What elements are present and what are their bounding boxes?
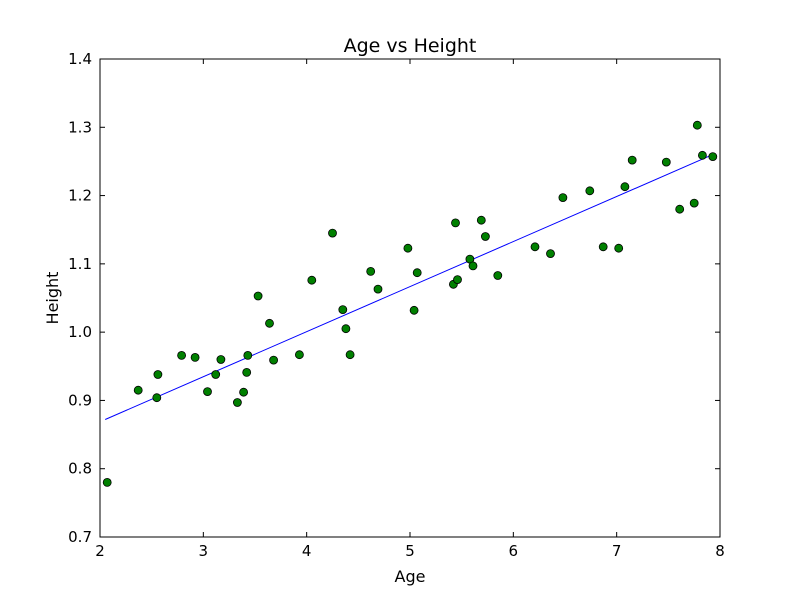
- x-axis-title: Age: [395, 567, 426, 586]
- data-point: [239, 387, 249, 397]
- y-tick-label: 0.9: [68, 391, 92, 409]
- y-tick-label: 1.4: [68, 50, 92, 68]
- data-point: [338, 305, 348, 315]
- data-point: [366, 266, 376, 276]
- data-point: [152, 393, 162, 403]
- data-point: [403, 243, 413, 253]
- x-tick-label: 6: [509, 542, 519, 560]
- data-point: [153, 370, 163, 379]
- data-point: [468, 261, 478, 271]
- data-point: [480, 232, 490, 241]
- data-point: [453, 275, 462, 285]
- y-tick-label: 0.7: [68, 528, 92, 546]
- data-point: [558, 193, 568, 203]
- data-point: [232, 398, 242, 407]
- y-tick-label: 1.0: [68, 323, 92, 341]
- data-point: [409, 305, 419, 315]
- data-point: [269, 355, 279, 365]
- data-point: [211, 370, 221, 379]
- x-tick-label: 2: [95, 542, 105, 560]
- x-tick-label: 7: [612, 542, 622, 560]
- data-point: [530, 242, 540, 252]
- data-point: [243, 350, 253, 360]
- data-point: [177, 350, 187, 360]
- fit-line: [105, 154, 713, 420]
- data-point: [190, 352, 200, 362]
- data-point: [102, 477, 112, 487]
- y-axis-title: Height: [43, 272, 62, 325]
- y-tick-label: 1.3: [68, 118, 92, 136]
- data-point: [203, 387, 212, 397]
- x-axis: 2 3 4 5 6 7 8: [95, 59, 725, 560]
- data-point: [341, 324, 351, 334]
- data-point: [253, 291, 263, 301]
- data-point: [294, 350, 304, 360]
- data-point: [675, 204, 685, 214]
- data-point: [451, 218, 460, 228]
- data-point: [585, 186, 595, 196]
- data-point: [708, 152, 718, 162]
- data-point: [614, 243, 624, 253]
- data-point: [598, 242, 608, 252]
- data-point: [133, 385, 143, 395]
- data-point: [265, 318, 274, 328]
- y-axis: 0.7 0.8 0.9 1.0 1.1 1.2 1.3 1.4: [68, 50, 720, 546]
- data-point: [661, 157, 671, 167]
- data-point: [546, 249, 555, 259]
- x-tick-label: 8: [715, 542, 725, 560]
- data-point: [345, 350, 355, 360]
- x-tick-label: 5: [405, 542, 415, 560]
- x-tick-label: 3: [199, 542, 209, 560]
- plot-area: [99, 58, 721, 538]
- data-point: [307, 275, 317, 285]
- data-point: [698, 150, 707, 160]
- y-tick-label: 1.2: [68, 187, 92, 205]
- y-tick-label: 1.1: [68, 255, 92, 273]
- x-tick-label: 4: [302, 542, 312, 560]
- data-point: [620, 182, 630, 192]
- y-tick-label: 0.8: [68, 460, 92, 478]
- chart-title: Age vs Height: [344, 35, 477, 57]
- data-point: [328, 228, 337, 238]
- data-point: [493, 271, 503, 280]
- data-point: [242, 367, 252, 377]
- data-point: [627, 155, 637, 165]
- data-point: [689, 198, 699, 208]
- data-point: [412, 268, 422, 278]
- data-series: [102, 120, 718, 487]
- data-point: [692, 120, 702, 130]
- data-point: [476, 215, 486, 225]
- data-point: [216, 355, 226, 364]
- data-point: [373, 284, 383, 294]
